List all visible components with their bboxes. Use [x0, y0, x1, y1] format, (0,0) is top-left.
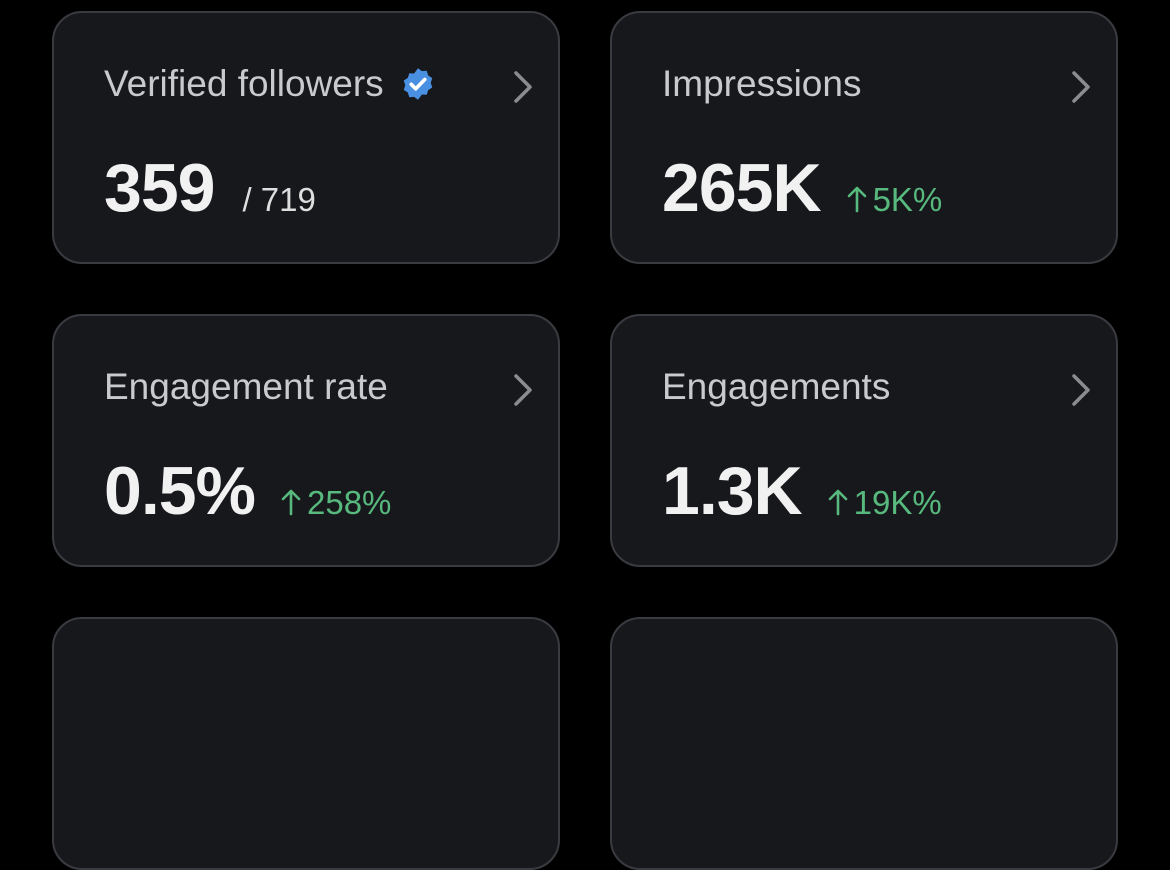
metric-total: / 719 — [242, 181, 316, 218]
value-row: 359 / 719 — [104, 149, 316, 227]
metric-value: 0.5% — [104, 453, 256, 529]
change-text: 19K% — [853, 484, 942, 521]
stat-card[interactable]: Impressions 265K 5K% — [610, 11, 1118, 264]
up-arrow — [281, 489, 301, 516]
card-partial[interactable] — [610, 617, 1118, 870]
value-row: 265K 5K% — [662, 149, 942, 227]
metric-change: 19K% — [828, 484, 942, 522]
title-text: Impressions — [662, 63, 862, 104]
card-partial[interactable] — [52, 617, 560, 870]
up-arrow — [847, 186, 866, 213]
title-text: Engagement rate — [104, 366, 388, 407]
chevron — [514, 71, 532, 103]
value-row: 1.3K 19K% — [662, 452, 942, 530]
card-title: Verified followers — [104, 63, 436, 105]
chevron — [1072, 71, 1090, 103]
card-title: Engagement rate — [104, 366, 388, 408]
metric-value: 359 — [104, 150, 215, 226]
metric-change: 258% — [281, 484, 391, 522]
card-title: Impressions — [662, 63, 861, 105]
metric-change: 5K% — [847, 181, 943, 219]
title-text: Engagements — [662, 366, 891, 407]
value-row: 0.5% 258% — [104, 452, 391, 530]
stat-card[interactable]: Engagement rate 0.5% 258% — [52, 314, 560, 567]
card-title: Engagements — [662, 366, 890, 408]
change-text: 258% — [307, 484, 392, 521]
up-arrow — [828, 489, 847, 516]
page: {"cards": [ {"title": "Verified follower… — [52, 11, 1118, 870]
title-text: Verified followers — [104, 63, 384, 104]
chevron — [514, 374, 532, 406]
verified-badge — [403, 68, 432, 100]
metric-value: 1.3K — [662, 453, 803, 529]
chevron — [1072, 374, 1090, 406]
change-text: 5K% — [872, 181, 943, 218]
stat-card[interactable]: Verified followers 359 / 719 — [52, 11, 560, 264]
metric-value: 265K — [662, 150, 822, 226]
stat-card[interactable]: Engagements 1.3K 19K% — [610, 314, 1118, 567]
